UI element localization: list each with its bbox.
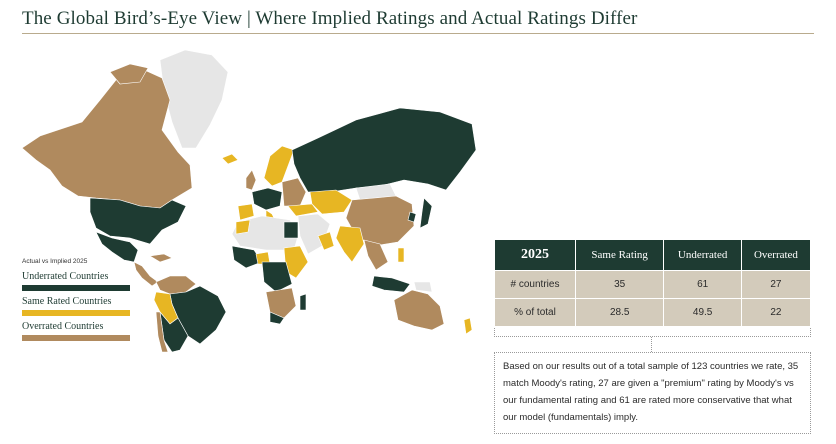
header-overrated: Overrated [740,239,812,271]
caribbean [149,253,173,263]
new-zealand [463,317,473,335]
legend-item-overrated: Overrated Countries [22,321,134,341]
cell-underrated-count: 61 [663,270,742,299]
legend-swatch-same-rated [22,310,130,316]
map-legend: Actual vs Implied 2025 Underrated Countr… [22,258,134,346]
title-divider [22,33,814,34]
indonesia [371,275,411,293]
colombia-venezuela [155,275,197,295]
central-asia [309,189,353,215]
eastern-europe [281,177,307,207]
southern-africa [265,287,297,319]
legend-swatch-underrated [22,285,130,291]
summary-note: Based on our results out of a total samp… [494,352,811,434]
south-africa [269,311,285,325]
legend-heading: Actual vs Implied 2025 [22,258,88,265]
row-label-countries: # countries [494,270,576,299]
legend-item-same-rated: Same Rated Countries [22,296,134,316]
arctic-islands [109,63,149,85]
philippines [397,247,405,263]
canada [21,67,193,209]
india [335,225,365,263]
united-states [89,197,187,245]
southeast-asia [363,239,389,271]
legend-label-same-rated: Same Rated Countries [22,296,112,307]
turkey [287,203,319,217]
table-header-row: 2025 Same Rating Underrated Overrated [494,239,812,271]
table-row: % of total 28.5 49.5 22 [494,298,812,327]
korea [407,211,417,223]
legend-swatch-overrated [22,335,130,341]
morocco [235,219,251,235]
legend-item-underrated: Underrated Countries [22,271,134,291]
madagascar [299,293,307,311]
world-map [21,49,477,353]
header-underrated: Underrated [663,239,742,271]
cell-same-rating-count: 35 [574,270,665,299]
legend-label-underrated: Underrated Countries [22,271,109,282]
united-kingdom [245,169,257,191]
western-europe [251,187,283,211]
argentina [159,310,189,353]
west-africa [231,245,263,269]
header-same-rating: Same Rating [574,239,665,271]
greenland [159,49,229,149]
russia [291,107,477,193]
cell-underrated-percent: 49.5 [663,298,742,327]
iceland [221,153,239,165]
legend-label-overrated: Overrated Countries [22,321,104,332]
new-guinea [413,281,433,293]
table-row: # countries 35 61 27 [494,270,812,299]
ratings-summary-table: 2025 Same Rating Underrated Overrated # … [494,239,812,327]
cell-overrated-count: 27 [740,270,812,299]
page-title: The Global Bird’s-Eye View | Where Impli… [22,8,638,29]
row-label-percent: % of total [494,298,576,327]
egypt [283,221,299,239]
bracket-connector [651,337,653,352]
table-bracket [494,328,811,337]
australia [393,289,445,331]
scandinavia [263,145,295,187]
header-year: 2025 [494,239,576,271]
central-africa [261,261,293,293]
gulf-states [317,231,335,251]
iberia [237,203,255,221]
chile [155,311,169,353]
china [345,195,415,247]
central-america [133,261,159,287]
japan [419,197,433,229]
cell-same-rating-percent: 28.5 [574,298,665,327]
cell-overrated-percent: 22 [740,298,812,327]
